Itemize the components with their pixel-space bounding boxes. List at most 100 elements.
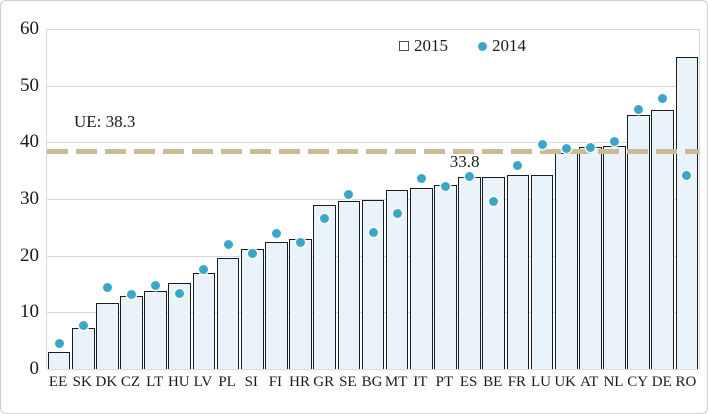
legend-label-2014: 2014 [492,36,526,55]
bar-LT [144,291,167,369]
x-tick-label-FI: FI [268,374,283,390]
bar-LU [530,174,554,369]
gridline-0 [47,369,699,370]
bar-EE [47,352,71,369]
x-tick-label-NL: NL [603,374,624,390]
dot-series-marker-icon [478,41,487,51]
x-tick-label-FR: FR [507,374,527,390]
bar-DE [651,110,675,369]
dot-HU [175,289,185,299]
dot-RO [682,171,692,181]
bar-LV [192,272,216,369]
gridline-30 [47,199,699,200]
legend-label-2015: 2015 [414,36,448,55]
dot-SI [247,249,257,259]
bar-DK [96,303,119,369]
y-tick-label-10: 10 [20,301,39,323]
bar-BE [482,176,506,369]
y-tick-label-40: 40 [20,131,39,153]
bar-MT [385,189,409,369]
bar-SK [71,328,95,369]
bar-CY [627,115,650,369]
x-tick-label-GR: GR [313,374,335,390]
bar-PT [434,184,457,369]
x-tick-label-SI: SI [244,374,258,390]
y-tick-label-60: 60 [20,18,39,39]
bar-ES [458,177,481,369]
x-tick-label-SK: SK [72,374,92,390]
dot-PL [223,239,233,249]
bar-NL [603,145,626,369]
dot-AT [585,142,595,152]
dot-BE [489,196,499,206]
dot-GR [320,213,330,223]
dot-MT [392,208,402,218]
bar-FI [265,241,288,369]
dot-LV [199,265,209,275]
dot-IT [416,174,426,184]
dot-PT [440,182,450,192]
x-tick-label-ES: ES [459,374,478,390]
dot-EE [54,339,64,348]
x-tick-label-DE: DE [651,374,672,390]
x-tick-label-EE: EE [48,374,68,390]
dot-CZ [127,290,137,300]
gridline-60 [47,29,699,30]
x-tick-label-PL: PL [218,374,236,390]
bar-SI [240,248,264,369]
bar-UK [554,152,578,369]
x-tick-label-LT: LT [146,374,164,390]
x-tick-label-AT: AT [580,374,599,390]
dot-LU [537,140,547,150]
dot-ES [465,171,475,181]
x-tick-label-RO: RO [675,374,697,390]
dot-NL [609,136,619,146]
dot-CY [634,104,644,114]
dot-SK [78,321,88,331]
dot-DK [102,283,112,293]
eu-average-label: UE: 38.3 [74,112,136,131]
x-tick-label-HR: HR [289,374,310,390]
x-tick-label-BE: BE [483,374,503,390]
x-tick-label-BG: BG [361,374,383,390]
bar-CZ [120,295,143,369]
dot-LT [151,280,161,290]
dot-HR [296,238,306,248]
bar-HR [289,239,312,369]
dot-BG [368,227,378,237]
y-tick-label-20: 20 [20,244,39,266]
dot-DE [658,94,668,104]
plot-area [46,29,700,370]
legend: 2015 2014 [399,36,526,56]
dot-FI [271,228,281,238]
x-tick-label-HU: HU [167,374,190,390]
y-tick-label-50: 50 [20,74,39,96]
legend-item-2014: 2014 [478,36,526,56]
x-tick-label-SE: SE [339,374,357,390]
x-tick-label-CY: CY [627,374,649,390]
bar-IT [409,187,433,369]
value-annotation: 33.8 [449,152,480,172]
bar-HU [168,283,192,369]
bar-series-marker-icon [399,41,409,51]
x-tick-label-DK: DK [95,374,118,390]
x-tick-label-MT: MT [384,374,408,390]
bar-SE [337,201,361,369]
legend-item-2015: 2015 [399,36,448,56]
dot-UK [561,143,571,153]
x-tick-label-IT: IT [413,374,428,390]
x-tick-label-LV: LV [193,374,213,390]
dot-FR [513,160,523,170]
bar-BG [361,200,385,369]
bar-RO [675,57,699,369]
x-tick-label-LU: LU [531,374,552,390]
x-tick-label-UK: UK [554,374,577,390]
bar-FR [506,175,530,369]
y-tick-label-0: 0 [29,358,40,379]
eu-average-line [47,149,699,155]
bar-PL [216,257,240,369]
gridline-50 [47,85,699,87]
dot-SE [344,189,354,199]
bar-GR [313,204,337,369]
